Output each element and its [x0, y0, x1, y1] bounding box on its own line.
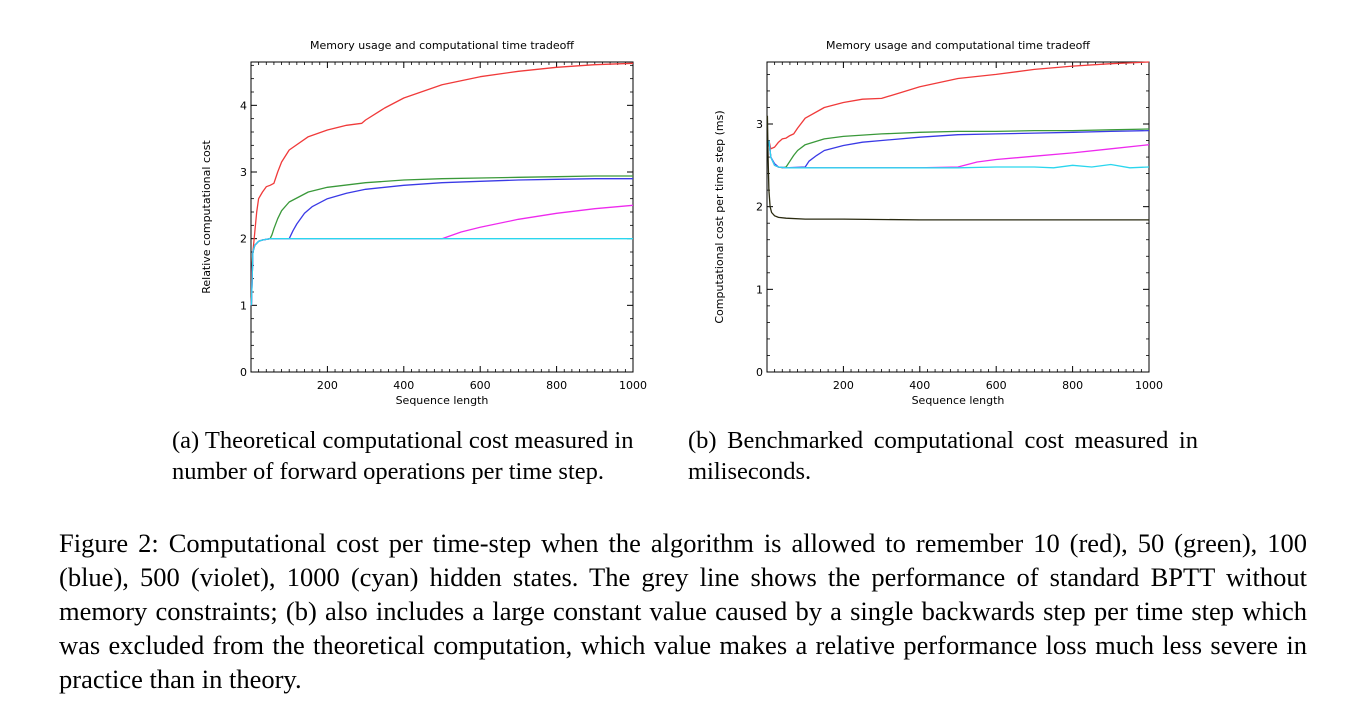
chart-b-y-tick-label: 3 [756, 118, 763, 131]
chart-b-y-tick-label: 2 [756, 201, 763, 214]
chart-a-y-axis-label: Relative computational cost [200, 140, 213, 294]
chart-a-series-line-2 [250, 175, 633, 306]
chart-a-series-line-3 [250, 178, 633, 306]
subcaption-b: (b) Benchmarked computational cost measu… [688, 427, 1198, 485]
chart-a-y-tick-label: 0 [240, 366, 247, 379]
chart-b-series-line-5 [768, 140, 1150, 169]
chart-b-x-tick-label: 1000 [1135, 379, 1163, 392]
chart-b-series-line-1 [768, 61, 1150, 150]
chart-a-y-tick-label: 3 [240, 166, 247, 179]
chart-a-svg: 200 400 600 800 1000 0 1 2 3 4 Memory usage and co… [200, 39, 647, 407]
chart-a-x-tick-label: 800 [546, 379, 567, 392]
chart-a-x-axis-label: Sequence length [396, 394, 489, 407]
chart-b-x-tick-label: 200 [833, 379, 854, 392]
figure-caption: Figure 2: Computational cost per time-st… [59, 528, 1307, 694]
chart-panel-b: 200 400 600 800 1000 0 1 2 3 Memory usage and com… [676, 0, 1352, 420]
chart-a-title: Memory usage and computational time trad… [310, 39, 574, 52]
chart-a-series-line-1 [250, 62, 634, 306]
chart-a-x-tick-label: 400 [393, 379, 414, 392]
chart-b-title: Memory usage and computational time trad… [826, 39, 1090, 52]
chart-a-y-tick-label: 1 [240, 299, 247, 312]
chart-b-x-tick-label: 800 [1062, 379, 1083, 392]
chart-a-series-line-5 [250, 238, 633, 306]
chart-a-x-tick-label: 1000 [619, 379, 647, 392]
chart-b-svg: 200 400 600 800 1000 0 1 2 3 Memory usage and com… [713, 39, 1163, 407]
chart-b-y-axis-label: Computational cost per time step (ms) [713, 110, 726, 323]
chart-b-y-tick-label: 1 [756, 283, 763, 296]
chart-b-series-line-4 [768, 140, 1150, 169]
chart-a-series-line-4 [250, 204, 634, 306]
chart-b-x-axis-label: Sequence length [912, 394, 1005, 407]
chart-b-x-tick-label: 600 [986, 379, 1007, 392]
chart-panel-a: 200 400 600 800 1000 0 1 2 3 4 Memory usage and co… [0, 0, 676, 420]
chart-b-series-line-6 [766, 115, 1149, 221]
chart-b-series-line-3 [768, 129, 1150, 169]
chart-b-x-tick-label: 400 [909, 379, 930, 392]
chart-a-plot-frame [250, 61, 634, 373]
chart-b-plot-frame [766, 61, 1150, 373]
chart-a-x-tick-label: 600 [470, 379, 491, 392]
chart-a-y-tick-label: 2 [240, 233, 247, 246]
chart-a-y-tick-label: 4 [240, 99, 247, 112]
chart-a-x-tick-label: 200 [317, 379, 338, 392]
chart-b-y-tick-label: 0 [756, 366, 763, 379]
subcaption-a: (a) Theoretical computational cost measu… [172, 427, 634, 485]
